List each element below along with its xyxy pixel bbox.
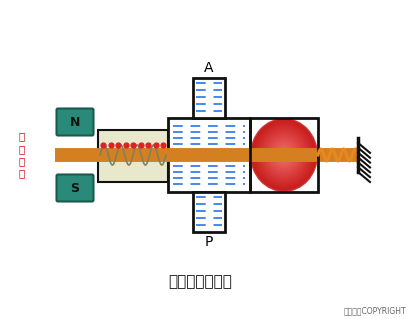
Ellipse shape xyxy=(254,123,314,187)
Ellipse shape xyxy=(257,125,311,185)
Ellipse shape xyxy=(259,128,309,182)
Ellipse shape xyxy=(263,131,305,178)
Ellipse shape xyxy=(272,141,296,168)
Ellipse shape xyxy=(250,118,318,192)
Bar xyxy=(168,118,250,192)
Ellipse shape xyxy=(279,150,289,160)
Ellipse shape xyxy=(252,121,316,189)
Text: 东方仿真COPYRIGHT: 东方仿真COPYRIGHT xyxy=(343,307,406,315)
Ellipse shape xyxy=(265,134,303,176)
Ellipse shape xyxy=(276,146,292,164)
Ellipse shape xyxy=(268,138,300,172)
Ellipse shape xyxy=(281,151,287,159)
Ellipse shape xyxy=(283,154,285,156)
Ellipse shape xyxy=(272,143,296,167)
Ellipse shape xyxy=(256,124,312,186)
Ellipse shape xyxy=(260,129,308,181)
Ellipse shape xyxy=(254,122,314,188)
Ellipse shape xyxy=(269,139,299,171)
Ellipse shape xyxy=(275,145,293,165)
Ellipse shape xyxy=(261,130,307,180)
Ellipse shape xyxy=(274,144,294,166)
Ellipse shape xyxy=(270,140,298,170)
Text: 二位二通电磁阀: 二位二通电磁阀 xyxy=(168,275,232,290)
Ellipse shape xyxy=(266,135,302,175)
Text: P: P xyxy=(205,235,213,249)
Ellipse shape xyxy=(278,149,290,161)
Bar xyxy=(250,118,318,192)
Ellipse shape xyxy=(263,133,305,177)
Text: S: S xyxy=(71,182,79,195)
Bar xyxy=(98,130,168,182)
Ellipse shape xyxy=(277,148,291,162)
Text: N: N xyxy=(70,115,80,129)
Bar xyxy=(193,78,225,118)
Text: 线
圈
通
电: 线 圈 通 电 xyxy=(19,131,25,179)
Ellipse shape xyxy=(258,127,310,183)
FancyBboxPatch shape xyxy=(56,174,93,202)
Ellipse shape xyxy=(282,152,286,158)
Text: A: A xyxy=(204,61,214,75)
Ellipse shape xyxy=(267,137,301,174)
Ellipse shape xyxy=(251,119,317,191)
Bar xyxy=(193,192,225,232)
FancyBboxPatch shape xyxy=(56,108,93,136)
